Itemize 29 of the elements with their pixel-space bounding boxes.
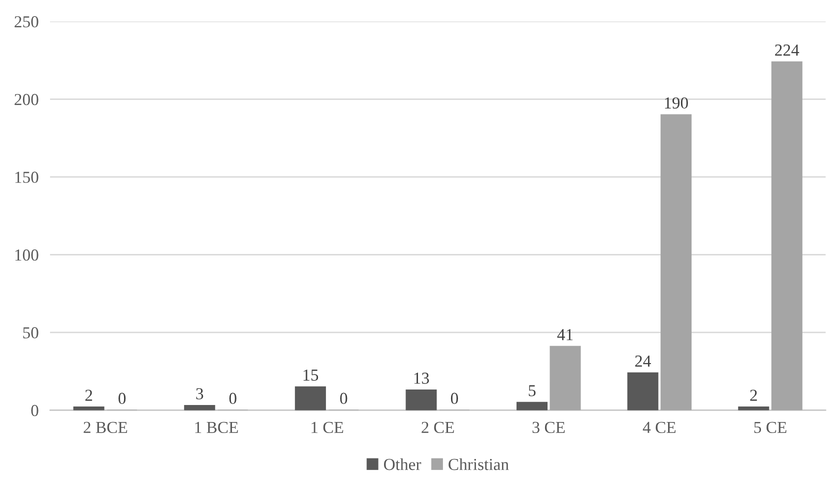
data-label: 15 xyxy=(304,370,318,381)
data-label: 0 xyxy=(340,392,348,404)
x-tick-label: 1 BCE xyxy=(195,422,238,434)
legend-label: Other xyxy=(384,458,422,470)
y-tick-label: 200 xyxy=(14,94,38,106)
data-label: 224 xyxy=(775,44,800,56)
x-tick-label: 3 CE xyxy=(532,422,565,434)
data-label: 24 xyxy=(635,356,651,367)
data-label: 0 xyxy=(450,392,458,404)
x-tick-label: 5 CE xyxy=(754,422,786,434)
y-tick-label: 250 xyxy=(14,16,38,28)
y-tick-label: 50 xyxy=(23,327,38,338)
data-label: 13 xyxy=(414,372,429,384)
legend-label: Christian xyxy=(448,458,509,470)
data-label: 0 xyxy=(229,392,236,404)
data-label: 41 xyxy=(557,329,573,340)
x-tick-label: 2 BCE xyxy=(84,422,128,434)
y-tick-label: 0 xyxy=(31,404,38,416)
x-tick-label: 4 CE xyxy=(642,422,676,434)
y-tick-label: 100 xyxy=(15,249,38,261)
data-label: 2 xyxy=(750,390,757,401)
data-label: 0 xyxy=(118,392,126,404)
data-label: 5 xyxy=(528,385,536,396)
y-tick-label: 150 xyxy=(15,172,38,183)
x-tick-label: 1 CE xyxy=(312,422,344,434)
data-label: 3 xyxy=(196,388,204,400)
x-tick-label: 2 CE xyxy=(422,422,454,434)
data-label: 190 xyxy=(665,97,688,109)
data-label: 2 xyxy=(85,390,92,401)
